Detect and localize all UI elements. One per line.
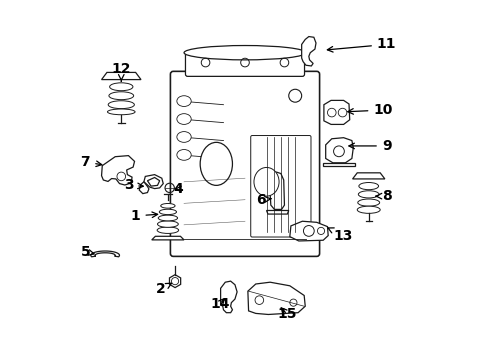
Ellipse shape [184,45,306,60]
Polygon shape [324,100,350,125]
Ellipse shape [357,206,380,213]
Polygon shape [220,281,237,313]
Polygon shape [323,163,355,166]
Polygon shape [101,156,135,185]
Polygon shape [302,37,316,66]
Ellipse shape [177,114,191,125]
Text: 15: 15 [277,307,297,321]
Polygon shape [144,175,163,189]
Polygon shape [101,72,141,80]
Ellipse shape [359,183,379,190]
Ellipse shape [107,109,135,115]
Text: 11: 11 [327,37,396,52]
Text: 7: 7 [81,155,102,169]
Text: 10: 10 [348,103,393,117]
Text: 1: 1 [131,209,158,223]
Polygon shape [353,173,385,179]
Polygon shape [290,221,328,241]
Polygon shape [152,236,184,240]
Ellipse shape [109,92,134,100]
Text: 3: 3 [123,178,143,192]
Ellipse shape [157,227,179,233]
Ellipse shape [161,203,175,208]
Polygon shape [147,177,160,186]
Ellipse shape [200,142,232,185]
FancyBboxPatch shape [171,71,319,256]
Ellipse shape [358,191,379,198]
Ellipse shape [177,96,191,107]
Polygon shape [91,251,120,257]
Text: 12: 12 [112,62,131,81]
Text: 14: 14 [210,297,230,311]
Text: 4: 4 [174,182,184,196]
Ellipse shape [159,209,176,215]
Polygon shape [248,282,305,315]
Ellipse shape [108,101,134,109]
Polygon shape [270,172,285,210]
Text: 5: 5 [80,245,94,259]
Text: 13: 13 [328,228,353,243]
Text: 9: 9 [349,139,392,153]
Ellipse shape [177,132,191,142]
Ellipse shape [157,221,178,227]
Polygon shape [326,138,353,163]
Ellipse shape [358,199,380,206]
Text: 2: 2 [156,282,171,296]
Polygon shape [170,275,181,288]
Text: 8: 8 [376,189,392,203]
FancyBboxPatch shape [186,52,304,76]
Ellipse shape [110,83,133,91]
Polygon shape [267,211,289,214]
Ellipse shape [177,149,191,160]
FancyBboxPatch shape [251,135,311,237]
Polygon shape [139,182,149,194]
Ellipse shape [158,215,177,221]
Text: 6: 6 [256,193,271,207]
Ellipse shape [254,167,279,196]
